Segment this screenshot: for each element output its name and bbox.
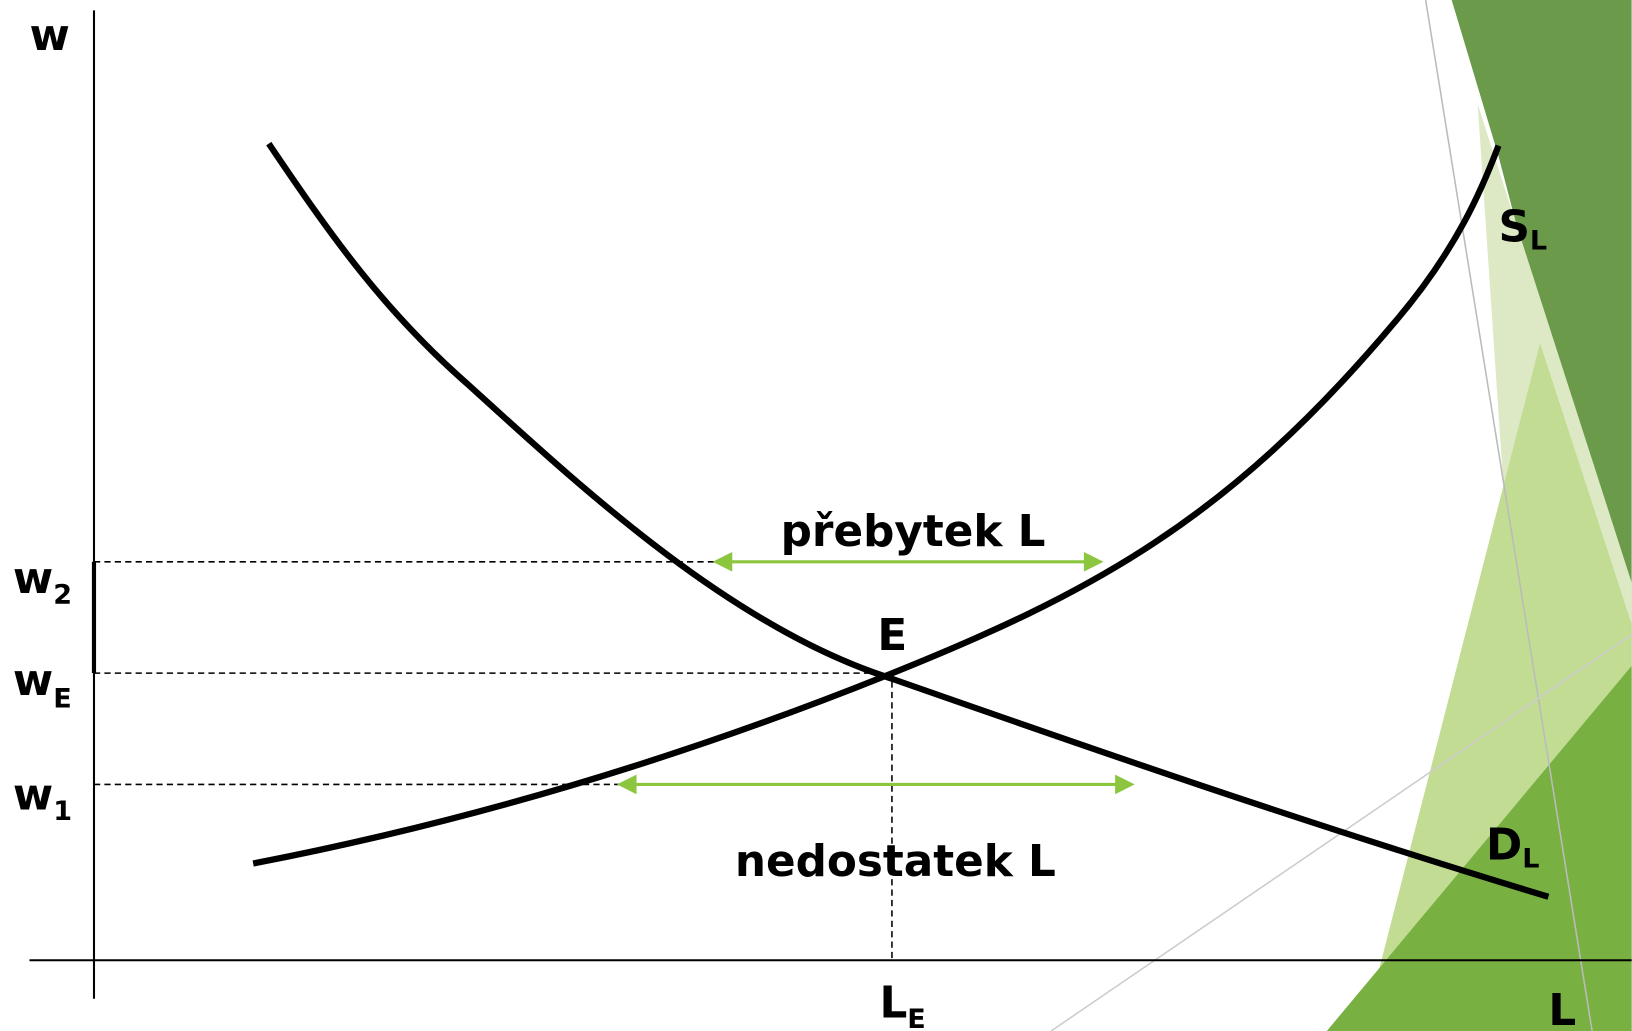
arrow-head — [1085, 555, 1100, 570]
wage-label-sub: 2 — [53, 579, 72, 610]
arrow-head — [620, 777, 635, 792]
x-axis-label: L — [1548, 985, 1576, 1031]
arrow-head — [716, 555, 731, 570]
y-axis-label: w — [29, 10, 69, 61]
wage-label-sub: 1 — [53, 796, 72, 827]
surplus-label: přebytek L — [781, 506, 1046, 557]
demand-label-sub: L — [1522, 844, 1539, 875]
equilibrium-label: E — [877, 610, 907, 661]
shortage-label: nedostatek L — [735, 836, 1056, 887]
supply-label-sub: L — [1530, 226, 1547, 257]
wage-label: w2 — [13, 553, 72, 610]
supply-label-base: S — [1498, 201, 1529, 252]
arrow-head — [1117, 777, 1132, 792]
demand-label-base: D — [1486, 819, 1522, 870]
wage-label-sub: E — [53, 683, 71, 714]
wage-label-base: w — [13, 769, 53, 820]
diagram: w L w2 wE w1 LE E přebytek L nedostatek … — [0, 0, 1632, 1031]
quantity-label: LE — [879, 977, 925, 1031]
quantity-label-base: L — [879, 977, 907, 1028]
wage-label-base: w — [13, 553, 53, 604]
wage-label-base: w — [13, 655, 53, 706]
wage-label: w1 — [13, 769, 72, 826]
quantity-label-sub: E — [907, 1004, 925, 1031]
wage-label: wE — [13, 655, 72, 714]
supply-curve — [253, 146, 1498, 864]
